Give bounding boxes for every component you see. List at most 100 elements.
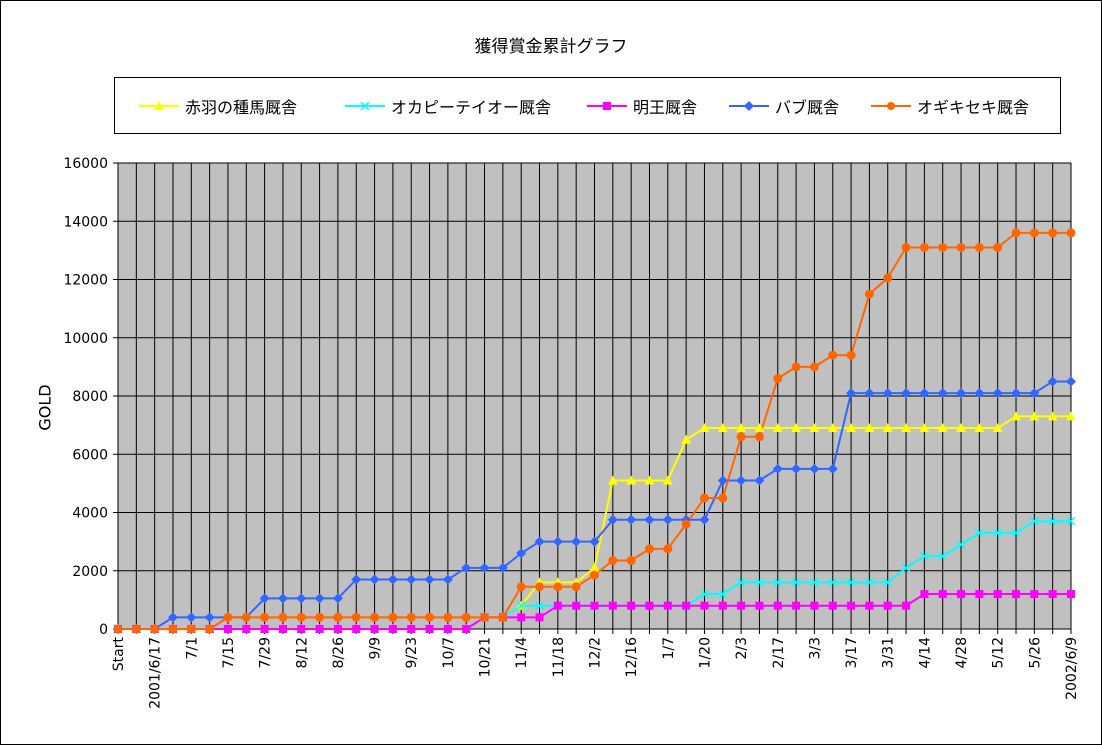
legend-item-myouou: 明王厩舎 [585,95,697,117]
data-point [1066,516,1076,526]
data-point [1048,516,1058,526]
data-point [150,624,160,634]
x-tick-label: 7/1 [184,637,200,660]
data-point [809,362,819,372]
data-point [1029,228,1039,238]
data-point [1029,516,1039,526]
data-point [589,536,600,547]
data-point [1066,376,1076,387]
y-tick-label: 10000 [63,331,108,347]
x-tick-label: 4/28 [954,637,970,668]
data-point [864,577,874,587]
data-point [754,423,765,433]
data-point [663,544,673,554]
data-point [772,463,783,474]
legend-item-okapi: オカピーテイオー厩舎 [343,95,551,117]
data-point [297,625,306,633]
x-tick-label: 2/17 [771,637,787,668]
data-point [901,242,911,252]
x-tick-label: 7/29 [258,637,274,668]
data-point [517,613,526,622]
data-point [1047,411,1058,421]
data-point [828,577,838,587]
data-point [406,612,416,622]
x-tick-label: 9/23 [404,637,420,668]
legend-item-akabane: 赤羽の種馬厩舎 [137,95,297,117]
data-point [589,562,600,572]
legend-label: オカピーテイオー厩舎 [391,98,552,117]
data-point [827,423,838,433]
data-point [791,463,802,474]
data-point [296,612,306,622]
x-tick-label: Start [111,636,127,671]
data-point [737,601,746,610]
data-point [792,601,801,610]
data-point [186,612,197,623]
y-tick-label: 8000 [72,389,108,405]
data-point [974,242,984,252]
data-point [974,423,985,433]
data-point [700,601,709,610]
x-tick-label: 4/14 [917,637,933,669]
data-point [590,570,599,580]
data-point [919,388,930,399]
data-point [627,601,636,610]
data-point [901,388,912,399]
data-point [883,577,893,587]
data-point [461,612,471,622]
legend-marker-x-icon [345,101,385,111]
data-point [809,577,819,587]
data-point [772,423,783,433]
x-tick-label: 12/16 [624,637,640,677]
data-point [516,601,526,611]
data-point [992,423,1003,433]
data-point [1067,590,1075,599]
data-point [975,590,984,599]
data-point [754,475,765,486]
data-point [608,601,617,610]
data-point [938,590,947,599]
data-point [332,593,343,604]
data-point [993,590,1002,599]
y-tick-label: 2000 [72,564,108,580]
data-point [662,475,673,485]
x-tick-label: 5/12 [991,637,1007,668]
data-point [370,612,380,622]
x-tick-label: 1/20 [697,637,713,668]
legend-item-ogikiseki: オギキセキ厩舎 [869,95,1029,117]
legend-marker-circle-icon [871,102,911,110]
x-tick-label: 3/17 [844,637,860,668]
x-tick-label: 8/12 [294,637,310,668]
data-point [791,362,801,372]
data-point [956,423,967,433]
data-point [1066,228,1076,238]
legend-label: オギキセキ厩舎 [917,98,1030,117]
data-point [809,423,820,433]
data-point [1029,411,1040,421]
chart-title: 獲得賞金累計グラフ [474,37,628,57]
data-point [956,242,966,252]
data-point [718,601,727,610]
data-point [626,514,637,525]
data-point [864,388,875,399]
legend-label: 明王厩舎 [633,98,698,117]
data-point [883,273,893,283]
data-point [662,514,673,525]
data-point [462,625,471,633]
y-tick-label: 16000 [63,156,108,172]
x-tick-label: 3/31 [881,637,897,668]
data-point [131,624,141,634]
data-point [388,625,397,633]
data-point [424,574,435,585]
data-point [535,582,545,592]
data-point [736,432,746,442]
data-point [223,612,233,622]
x-tick-label: 2001/6/17 [148,637,164,709]
data-point [864,423,875,433]
data-point [773,577,783,587]
x-tick-label: 11/18 [551,637,567,677]
data-point [388,612,398,622]
data-point [846,388,857,399]
data-point [644,475,655,485]
data-point [809,463,820,474]
